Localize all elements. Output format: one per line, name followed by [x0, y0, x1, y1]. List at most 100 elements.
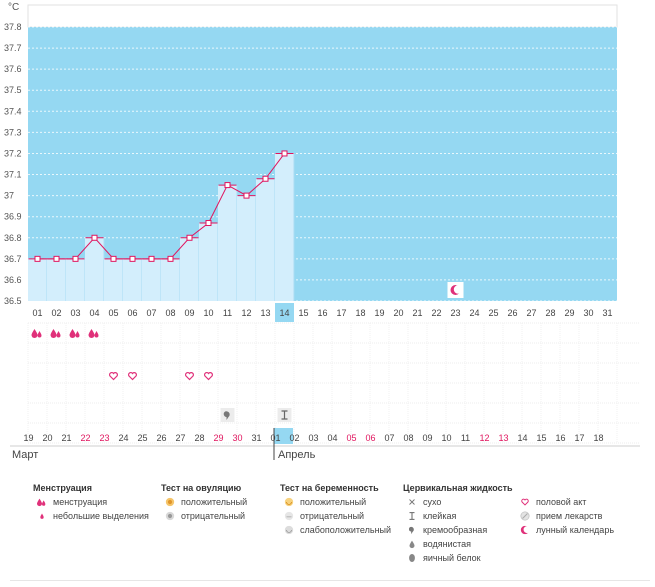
- legend-ovulation: Тест на овуляцию положительный отрицател…: [161, 481, 247, 523]
- temperature-area-column: [237, 195, 256, 301]
- date-label: 03: [308, 433, 318, 443]
- date-label: 25: [137, 433, 147, 443]
- legend-label: слабоположительный: [300, 525, 392, 535]
- date-label: 21: [61, 433, 71, 443]
- day-label: 06: [127, 308, 137, 318]
- legend-label: клейкая: [423, 511, 457, 521]
- egg-white-icon: [409, 554, 415, 562]
- temperature-point: [91, 234, 98, 241]
- y-tick-label: 37.6: [4, 64, 22, 74]
- legend-label: отрицательный: [181, 511, 246, 521]
- day-label: 13: [260, 308, 270, 318]
- day-label: 16: [317, 308, 327, 318]
- temperature-area-column: [104, 258, 123, 301]
- legend-item-watery: водянистая: [403, 537, 513, 551]
- date-label: 07: [384, 433, 394, 443]
- legend-item-egg-white: яичный белок: [403, 551, 513, 565]
- legend-item-sticky: клейкая: [403, 509, 513, 523]
- temperature-point: [167, 255, 174, 262]
- temperature-area-column: [180, 237, 199, 301]
- temperature-line: [37, 153, 285, 260]
- temperature-point: [262, 175, 269, 182]
- date-label: 20: [42, 433, 52, 443]
- date-label: 28: [194, 433, 204, 443]
- date-label: 14: [517, 433, 527, 443]
- day-label: 24: [469, 308, 479, 318]
- day-label: 15: [298, 308, 308, 318]
- temperature-area-column: [66, 258, 85, 301]
- temperature-area-column: [256, 178, 275, 301]
- drops-icon: [37, 498, 46, 507]
- pill-icon: [520, 511, 530, 521]
- temperature-area-column: [142, 258, 161, 301]
- legend-label: водянистая: [423, 539, 472, 549]
- legend-item-pregnancy-negative: отрицательный: [280, 509, 391, 523]
- date-label: 24: [118, 433, 128, 443]
- y-tick-label: 37.5: [4, 85, 22, 95]
- day-label: 22: [431, 308, 441, 318]
- day-label: 03: [70, 308, 80, 318]
- day-label: 01: [32, 308, 42, 318]
- date-label: 11: [461, 433, 470, 443]
- legend-item-creamy: кремообразная: [403, 523, 513, 537]
- legend: Менструация менструация небольшие выделе…: [0, 481, 655, 581]
- date-label: 16: [555, 433, 565, 443]
- drops-icon: [31, 329, 42, 338]
- day-label: 31: [602, 308, 612, 318]
- y-tick-label: 37.4: [4, 106, 22, 116]
- y-tick-label: 37.2: [4, 148, 22, 158]
- y-tick-label: 36.8: [4, 233, 22, 243]
- sticky-icon: [409, 512, 415, 520]
- legend-label: отрицательный: [300, 511, 365, 521]
- heart-icon: [108, 371, 119, 381]
- y-tick-label: 37: [4, 191, 14, 201]
- y-tick-label: 37.8: [4, 22, 22, 32]
- legend-label: лунный календарь: [536, 525, 615, 535]
- legend-item-ovulation-positive: положительный: [161, 495, 247, 509]
- legend-label: положительный: [181, 497, 248, 507]
- day-label: 17: [336, 308, 346, 318]
- legend-cervical: Цервикальная жидкость сухо клейкая кремо…: [403, 481, 513, 565]
- temperature-area-column: [218, 185, 237, 301]
- date-label: 02: [289, 433, 299, 443]
- temperature-point: [129, 255, 136, 262]
- temperature-point: [205, 220, 212, 227]
- y-tick-label: 36.6: [4, 275, 22, 285]
- legend-label: яичный белок: [423, 553, 481, 563]
- day-label: 20: [393, 308, 403, 318]
- legend-item-ovulation-negative: отрицательный: [161, 509, 247, 523]
- today-date-cell: [274, 428, 293, 444]
- temperature-area-column: [275, 153, 294, 301]
- month-label-right: Апрель: [278, 449, 316, 461]
- date-label: 18: [593, 433, 603, 443]
- day-label: 05: [108, 308, 118, 318]
- date-label: 30: [232, 433, 242, 443]
- temperature-point: [34, 255, 41, 262]
- day-label: 26: [507, 308, 517, 318]
- legend-item-light: небольшие выделения: [33, 509, 149, 523]
- pregnancy-weak-icon: [284, 525, 294, 535]
- day-label: 19: [374, 308, 384, 318]
- temperature-area-column: [161, 258, 180, 301]
- legend-menstruation-title: Менструация: [33, 483, 92, 493]
- temperature-point: [148, 255, 155, 262]
- small-drop-icon: [40, 513, 44, 519]
- day-label: 07: [146, 308, 156, 318]
- drops-icon: [50, 329, 61, 338]
- legend-item-dry: сухо: [403, 495, 513, 509]
- temperature-area-column: [28, 258, 47, 301]
- y-tick-label: 37.3: [4, 127, 22, 137]
- legend-pregnancy: Тест на беременность положительный отриц…: [280, 481, 391, 537]
- legend-item-pregnancy-weak: слабоположительный: [280, 523, 391, 537]
- date-label: 01: [270, 433, 280, 443]
- legend-menstruation: Менструация менструация небольшие выделе…: [33, 481, 149, 523]
- temperature-point: [281, 150, 288, 157]
- temperature-point: [53, 255, 60, 262]
- drops-icon: [69, 329, 80, 338]
- day-label: 02: [51, 308, 61, 318]
- creamy-icon: [408, 526, 414, 535]
- date-label: 31: [251, 433, 261, 443]
- day-label: 18: [355, 308, 365, 318]
- day-label: 28: [545, 308, 555, 318]
- date-label: 22: [80, 433, 90, 443]
